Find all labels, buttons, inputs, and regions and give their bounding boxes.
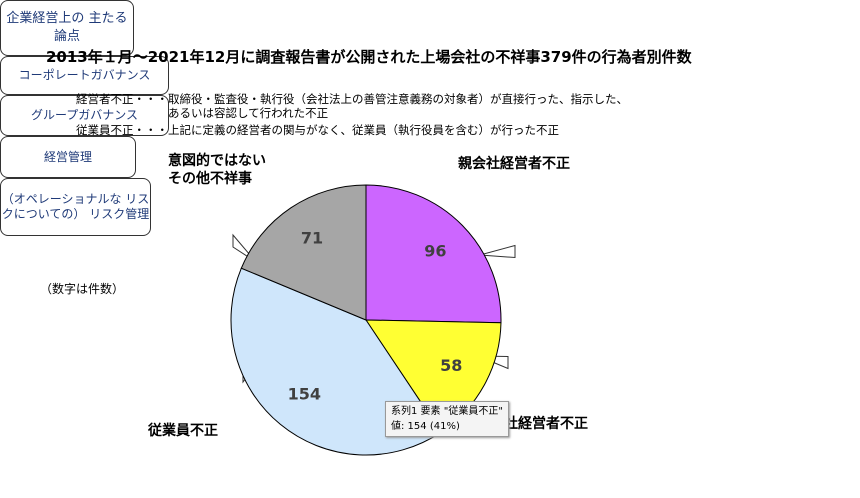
side-note: 企業経営上の 主たる論点 <box>0 0 134 56</box>
callout: 経営管理 <box>0 136 136 178</box>
callout-pointer <box>479 244 516 259</box>
annotation: （数字は件数） <box>40 282 125 296</box>
callout: コーポレートガバナンス <box>0 56 169 95</box>
tooltip-line: 系列1 要素 "従業員不正" <box>391 406 503 417</box>
callout: グループガバナンス <box>0 95 169 136</box>
note: 経営者不正・・・取締役・監査役・執行役（会社法上の善管注意義務の対象者）が直接行… <box>76 92 628 120</box>
category-label: 親会社経営者不正 <box>458 156 570 172</box>
callout: （オペレーショナルな リスクについての） リスク管理 <box>0 178 151 236</box>
data-label: 58 <box>440 356 462 375</box>
data-label: 96 <box>424 241 446 260</box>
note: 従業員不正・・・上記に定義の経営者の関与がなく、従業員（執行役員を含む）が行った… <box>76 123 559 137</box>
chart-title: 2013年１月～2021年12月に調査報告書が公開された上場会社の不祥事379件… <box>46 48 692 66</box>
pie-slice <box>365 184 502 324</box>
tooltip: 系列1 要素 "従業員不正" 値: 154 (41%) <box>385 401 509 437</box>
pie-slice <box>240 184 367 321</box>
tooltip-line: 値: 154 (41%) <box>391 421 460 432</box>
category-label: 従業員不正 <box>148 423 218 439</box>
data-label: 71 <box>301 229 323 248</box>
data-label: 154 <box>288 385 321 404</box>
category-label: 意図的ではない その他不祥事 <box>168 153 266 187</box>
